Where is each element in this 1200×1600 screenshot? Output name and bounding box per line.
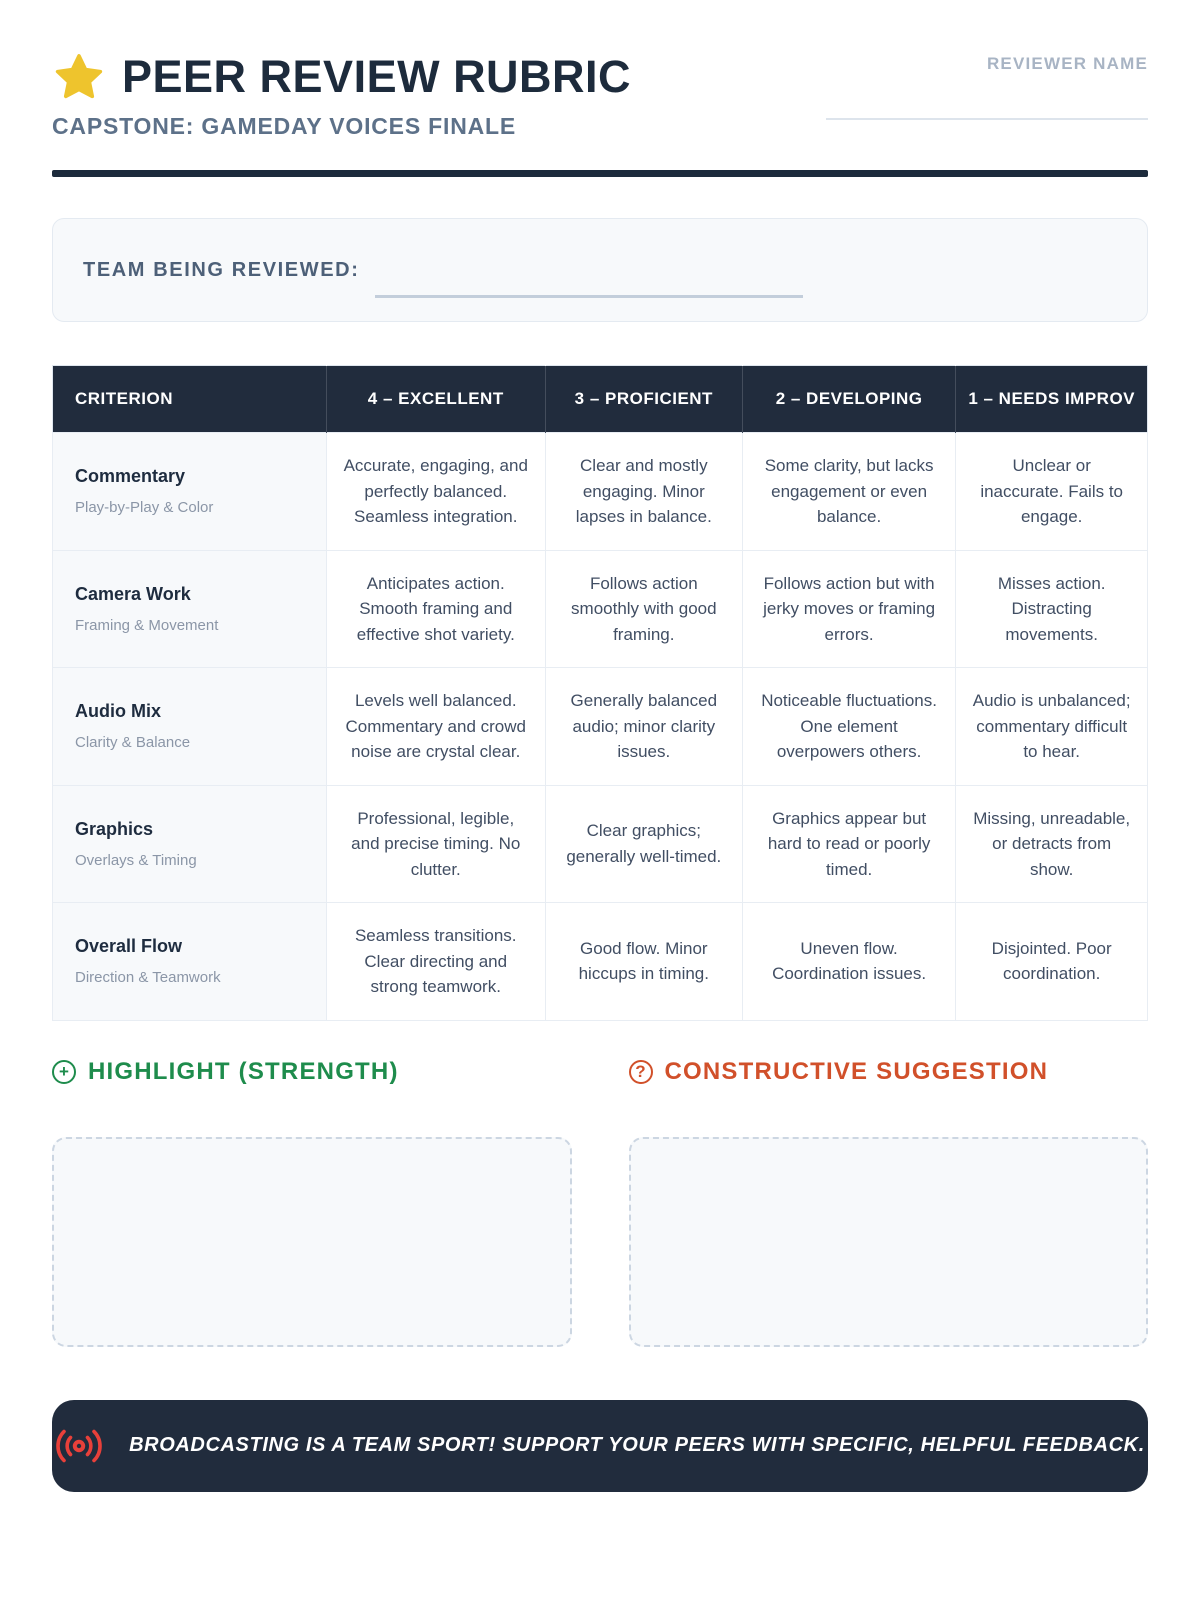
criterion-cell: Commentary Play-by-Play & Color bbox=[52, 432, 327, 551]
highlight-column: + HIGHLIGHT (STRENGTH) bbox=[52, 1057, 572, 1347]
star-icon bbox=[55, 54, 103, 99]
criterion-subtitle: Play-by-Play & Color bbox=[75, 499, 214, 516]
criterion-name: Commentary bbox=[75, 466, 186, 486]
highlight-label: HIGHLIGHT (STRENGTH) bbox=[88, 1057, 399, 1085]
level-cell-1[interactable]: Disjointed. Poor coordination. bbox=[955, 902, 1148, 1021]
column-header-developing: 2 – DEVELOPING bbox=[741, 365, 956, 433]
rubric-row-audio-mix: Audio Mix Clarity & Balance Levels well … bbox=[52, 667, 1148, 786]
page-header: PEER REVIEW RUBRIC CAPSTONE: GAMEDAY VOI… bbox=[52, 50, 1148, 140]
circle-plus-icon: + bbox=[52, 1059, 76, 1084]
highlight-writein-box[interactable] bbox=[52, 1136, 572, 1347]
broadcast-icon bbox=[56, 1429, 102, 1462]
team-name-writein-line[interactable] bbox=[375, 295, 803, 298]
column-header-criterion: CRITERION bbox=[52, 365, 327, 433]
level-cell-2[interactable]: Uneven flow. Coordination issues. bbox=[741, 902, 957, 1021]
rubric-header-row: CRITERION 4 – EXCELLENT 3 – PROFICIENT 2… bbox=[52, 365, 1148, 433]
level-cell-2[interactable]: Follows action but with jerky moves or f… bbox=[741, 549, 957, 668]
column-header-needs-improv: 1 – NEEDS IMPROV bbox=[955, 365, 1148, 433]
level-cell-3[interactable]: Generally balanced audio; minor clarity … bbox=[544, 667, 743, 786]
title-block: PEER REVIEW RUBRIC CAPSTONE: GAMEDAY VOI… bbox=[52, 50, 631, 140]
level-cell-2[interactable]: Some clarity, but lacks engagement or ev… bbox=[741, 432, 957, 551]
level-cell-1[interactable]: Missing, unreadable, or detracts from sh… bbox=[955, 784, 1148, 903]
criterion-cell: Audio Mix Clarity & Balance bbox=[52, 667, 327, 786]
level-cell-3[interactable]: Clear graphics; generally well-timed. bbox=[544, 784, 743, 903]
team-review-box: TEAM BEING REVIEWED: bbox=[52, 218, 1148, 322]
criterion-name: Graphics bbox=[75, 818, 154, 839]
rubric-table: CRITERION 4 – EXCELLENT 3 – PROFICIENT 2… bbox=[52, 365, 1148, 1021]
criterion-name: Camera Work bbox=[75, 583, 191, 604]
reviewer-name-writein-line[interactable] bbox=[826, 118, 1148, 120]
level-cell-1[interactable]: Misses action. Distracting movements. bbox=[955, 549, 1148, 668]
reviewer-name-label: REVIEWER NAME bbox=[986, 54, 1148, 73]
suggestion-writein-box[interactable] bbox=[628, 1136, 1148, 1347]
header-divider bbox=[52, 170, 1148, 177]
level-cell-1[interactable]: Audio is unbalanced; commentary difficul… bbox=[955, 667, 1148, 786]
footer-banner: BROADCASTING IS A TEAM SPORT! SUPPORT YO… bbox=[52, 1399, 1148, 1492]
criterion-subtitle: Overlays & Timing bbox=[75, 851, 197, 869]
reviewer-name-block: REVIEWER NAME bbox=[826, 50, 1148, 120]
criterion-subtitle: Framing & Movement bbox=[75, 616, 219, 634]
column-header-proficient: 3 – PROFICIENT bbox=[544, 365, 743, 433]
level-cell-2[interactable]: Noticeable fluctuations. One element ove… bbox=[741, 667, 957, 786]
criterion-subtitle: Clarity & Balance bbox=[75, 734, 191, 751]
rubric-row-graphics: Graphics Overlays & Timing Professional,… bbox=[52, 784, 1148, 903]
level-cell-3[interactable]: Good flow. Minor hiccups in timing. bbox=[544, 902, 743, 1021]
rubric-row-commentary: Commentary Play-by-Play & Color Accurate… bbox=[52, 432, 1148, 551]
level-cell-4[interactable]: Seamless transitions. Clear directing an… bbox=[325, 902, 546, 1021]
level-cell-4[interactable]: Anticipates action. Smooth framing and e… bbox=[325, 549, 546, 668]
rubric-row-overall-flow: Overall Flow Direction & Teamwork Seamle… bbox=[52, 902, 1148, 1021]
level-cell-4[interactable]: Levels well balanced. Commentary and cro… bbox=[325, 667, 546, 786]
level-cell-4[interactable]: Professional, legible, and precise timin… bbox=[325, 784, 546, 903]
highlight-heading: + HIGHLIGHT (STRENGTH) bbox=[52, 1057, 572, 1087]
level-cell-3[interactable]: Follows action smoothly with good framin… bbox=[544, 549, 743, 668]
criterion-name: Audio Mix bbox=[75, 701, 161, 721]
level-cell-1[interactable]: Unclear or inaccurate. Fails to engage. bbox=[955, 432, 1148, 551]
footer-message: BROADCASTING IS A TEAM SPORT! SUPPORT YO… bbox=[129, 1434, 1145, 1456]
level-cell-4[interactable]: Accurate, engaging, and perfectly balanc… bbox=[325, 432, 546, 551]
criterion-cell: Camera Work Framing & Movement bbox=[52, 549, 327, 668]
rubric-row-camera-work: Camera Work Framing & Movement Anticipat… bbox=[52, 549, 1148, 668]
suggestion-label: CONSTRUCTIVE SUGGESTION bbox=[664, 1057, 1049, 1085]
criterion-cell: Graphics Overlays & Timing bbox=[52, 784, 327, 903]
page-title: PEER REVIEW RUBRIC bbox=[122, 51, 632, 103]
criterion-subtitle: Direction & Teamwork bbox=[75, 969, 221, 986]
suggestion-heading: ? CONSTRUCTIVE SUGGESTION bbox=[628, 1057, 1149, 1087]
team-review-label: TEAM BEING REVIEWED: bbox=[83, 259, 360, 281]
level-cell-3[interactable]: Clear and mostly engaging. Minor lapses … bbox=[544, 432, 743, 551]
page-subtitle: CAPSTONE: GAMEDAY VOICES FINALE bbox=[52, 113, 517, 139]
level-cell-2[interactable]: Graphics appear but hard to read or poor… bbox=[741, 784, 957, 903]
criterion-cell: Overall Flow Direction & Teamwork bbox=[52, 902, 327, 1021]
criterion-name: Overall Flow bbox=[75, 936, 183, 956]
circle-question-icon: ? bbox=[628, 1059, 653, 1084]
suggestion-column: ? CONSTRUCTIVE SUGGESTION bbox=[628, 1057, 1149, 1347]
feedback-section: + HIGHLIGHT (STRENGTH) ? CONSTRUCTIVE SU… bbox=[52, 1057, 1148, 1347]
column-header-excellent: 4 – EXCELLENT bbox=[325, 365, 546, 433]
